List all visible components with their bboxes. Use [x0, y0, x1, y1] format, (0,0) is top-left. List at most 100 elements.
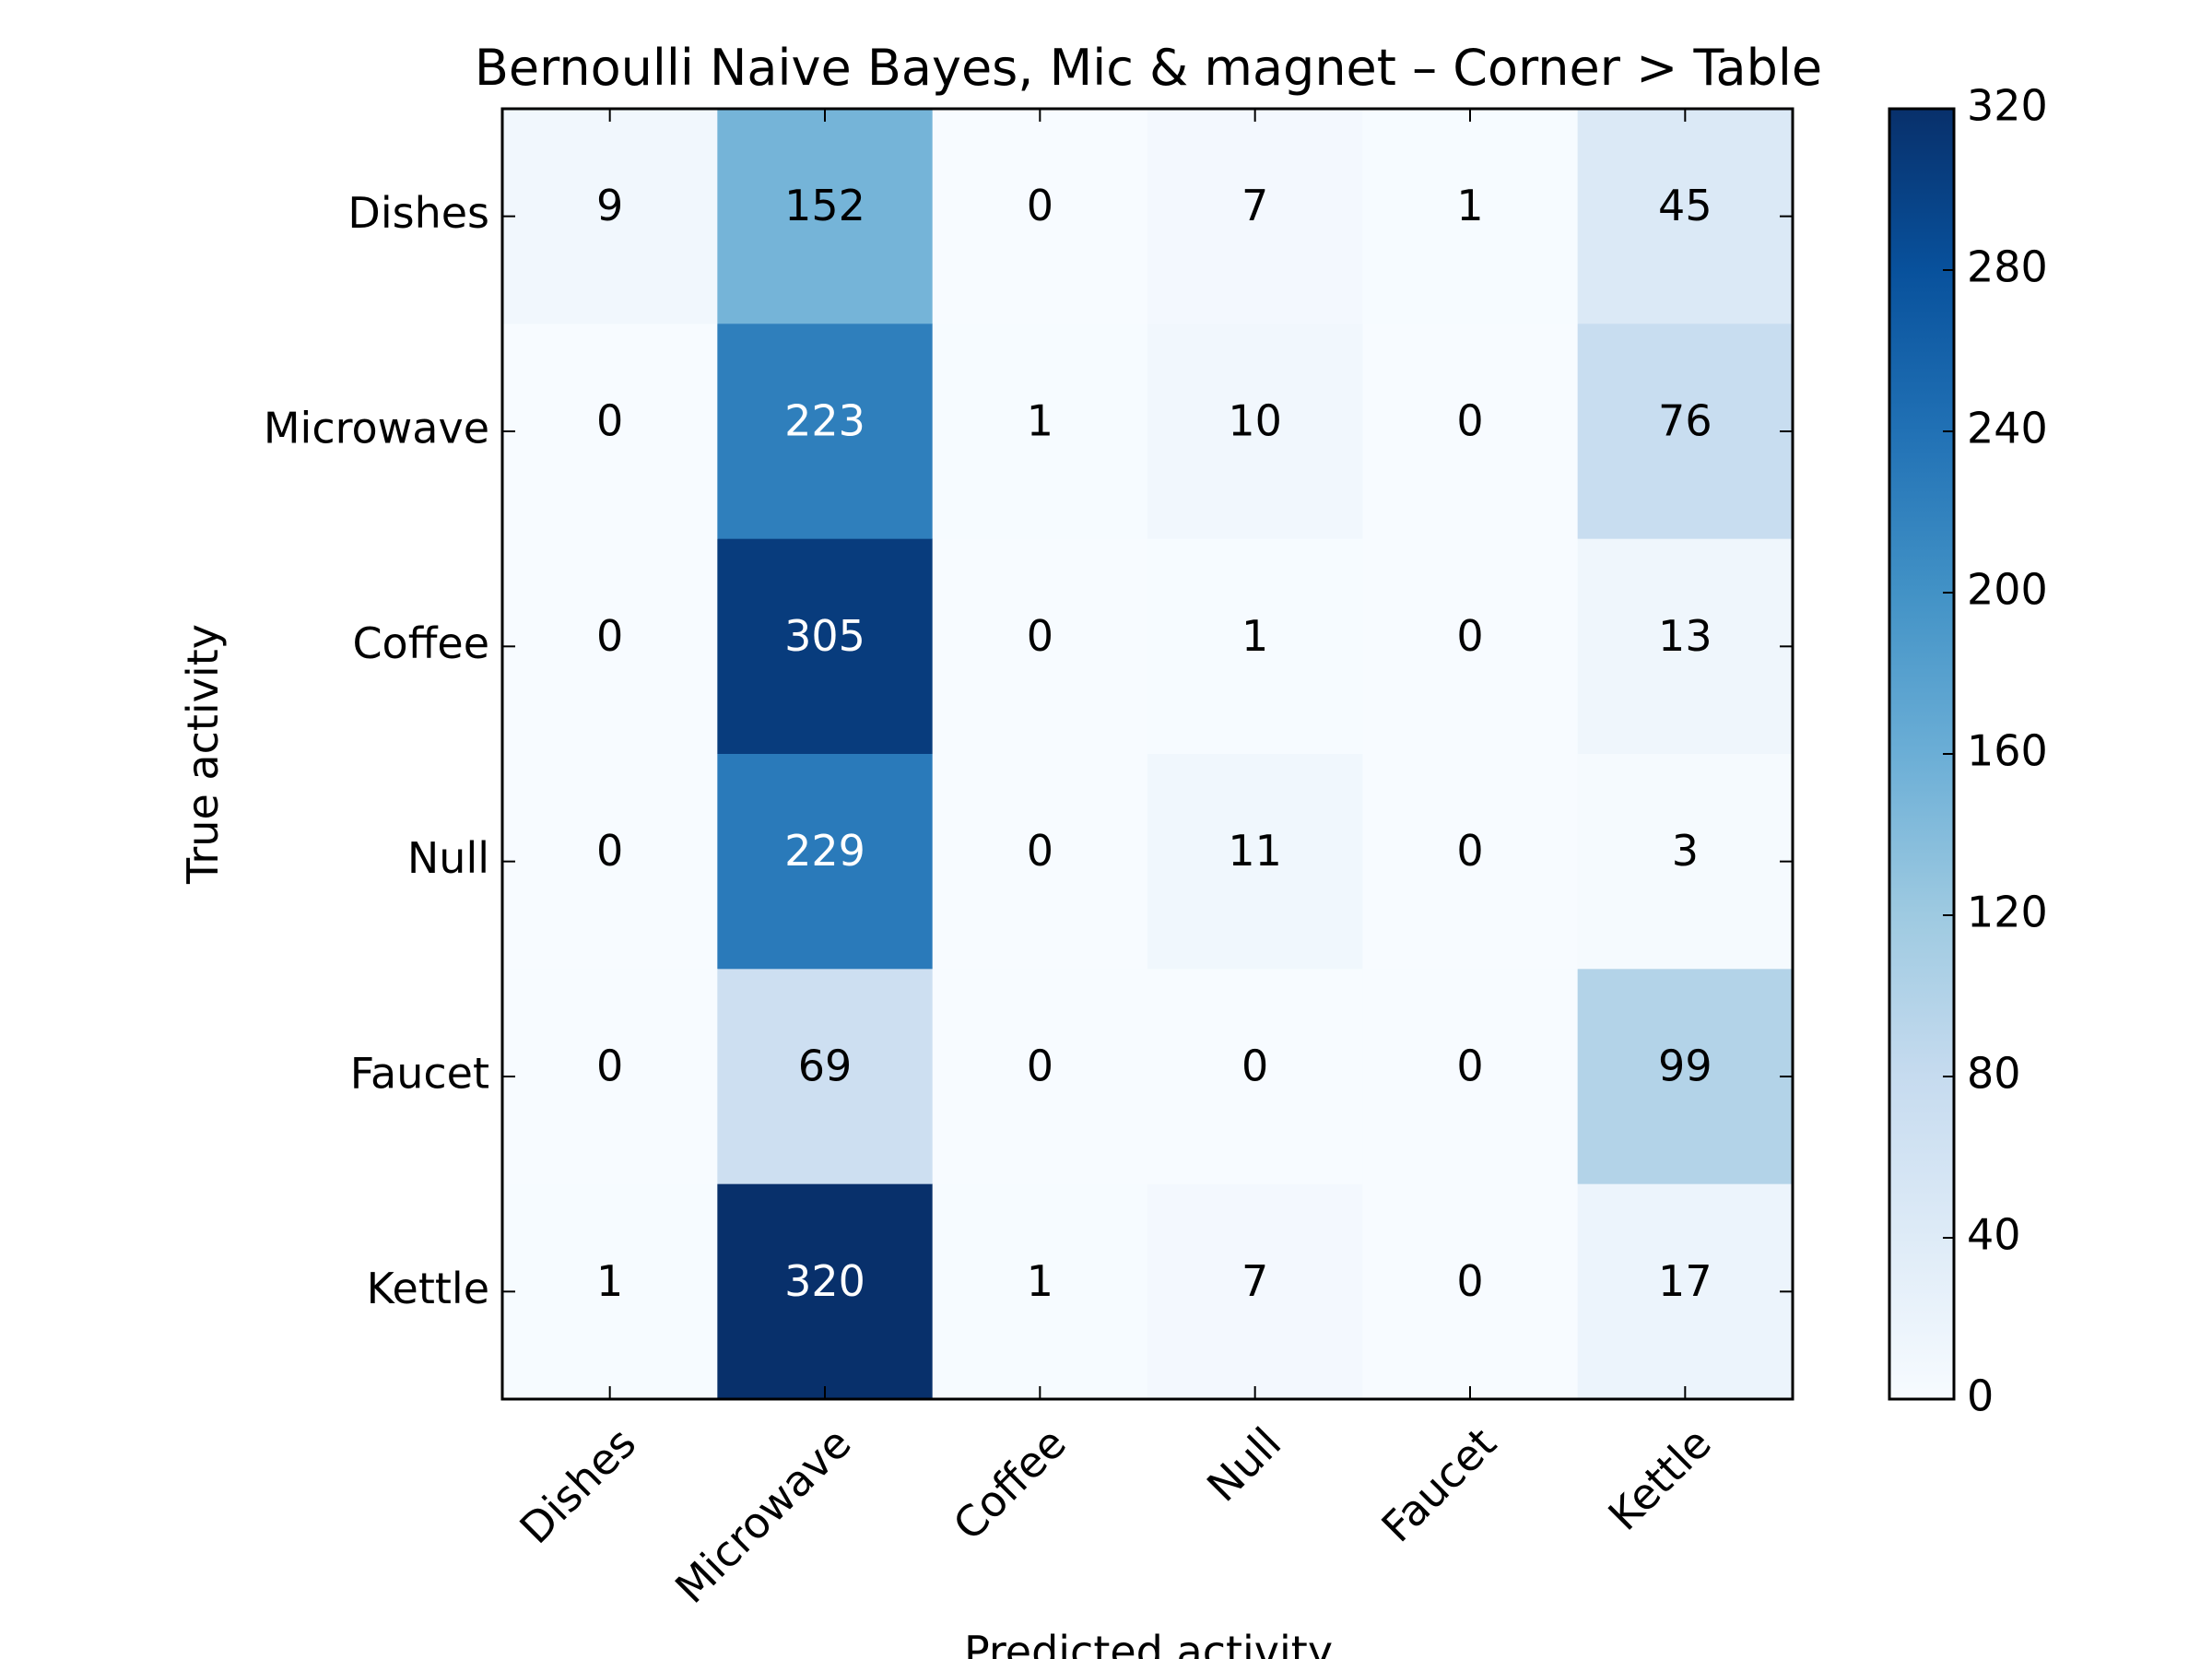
x-tick-label: Dishes: [510, 1418, 645, 1553]
heatmap-cell: [502, 538, 718, 755]
colorbar-tick-label: 80: [1967, 1049, 2021, 1099]
cell-value-label: 10: [1228, 396, 1282, 446]
chart-title: Bernoulli Naive Bayes, Mic & magnet – Co…: [475, 39, 1822, 97]
cell-value-label: 0: [1241, 1041, 1268, 1091]
heatmap-cell: [932, 109, 1148, 324]
cell-value-label: 0: [1456, 826, 1483, 876]
heatmap-cell: [1362, 754, 1579, 970]
heatmap-cell: [1577, 969, 1794, 1185]
x-tick-label: Coffee: [944, 1418, 1076, 1549]
heatmap-cell: [1147, 538, 1363, 755]
heatmap-cell: [1577, 109, 1794, 324]
cell-value-label: 69: [798, 1041, 853, 1091]
heatmap-cell: [932, 1183, 1148, 1400]
heatmap-cell: [502, 969, 718, 1185]
cell-value-label: 152: [784, 181, 865, 230]
cell-value-label: 1: [1241, 611, 1268, 661]
colorbar-tick-label: 240: [1967, 404, 2048, 453]
cell-value-label: 13: [1658, 611, 1712, 661]
cell-value-label: 0: [596, 611, 623, 661]
heatmap-cell: [1577, 754, 1794, 970]
cell-value-label: 11: [1228, 826, 1282, 876]
cell-value-label: 7: [1241, 181, 1268, 230]
cell-value-label: 1: [1027, 1256, 1053, 1306]
heatmap-cell: [1577, 324, 1794, 540]
cell-value-label: 0: [1456, 611, 1483, 661]
heatmap-cell: [1147, 969, 1363, 1185]
heatmap-cell: [932, 969, 1148, 1185]
y-tick-label: Kettle: [367, 1264, 489, 1313]
y-tick-label: Coffee: [352, 618, 489, 668]
colorbar-tick-label: 40: [1967, 1210, 2021, 1260]
heatmap-cell: [932, 324, 1148, 540]
colorbar-tick-label: 200: [1967, 565, 2048, 615]
cell-value-label: 320: [784, 1256, 865, 1306]
x-tick-label: Kettle: [1598, 1418, 1720, 1539]
colorbar-tick-label: 280: [1967, 242, 2048, 292]
heatmap-cell: [717, 969, 934, 1185]
cell-value-label: 1: [1027, 396, 1053, 446]
heatmap-cell: [502, 754, 718, 970]
colorbar-tick-label: 0: [1967, 1371, 1994, 1421]
cell-value-label: 0: [596, 396, 623, 446]
cell-value-label: 0: [1456, 1041, 1483, 1091]
y-tick-label: Null: [407, 833, 489, 883]
heatmap-cell: [502, 324, 718, 540]
heatmap-cell: [1362, 969, 1579, 1185]
cell-value-label: 7: [1241, 1256, 1268, 1306]
cell-value-label: 0: [1456, 396, 1483, 446]
heatmap-cell: [717, 754, 934, 970]
cell-value-label: 45: [1658, 181, 1712, 230]
heatmap-cell: [717, 1183, 934, 1400]
heatmap-cell: [1362, 538, 1579, 755]
heatmap-cell: [1577, 538, 1794, 755]
colorbar-tick-label: 320: [1967, 81, 2048, 131]
cell-value-label: 0: [1027, 826, 1053, 876]
heatmap-cell: [717, 109, 934, 324]
heatmap-cell-labels: 9 152 0 7 1 450 223 1 10 0 760 305 0 1 0 130 229 0 11 0 30 69…: [596, 181, 1712, 1306]
y-tick-label: Faucet: [350, 1049, 489, 1099]
cell-value-label: 1: [596, 1256, 623, 1306]
y-axis-label: True activity: [178, 624, 228, 885]
heatmap-cell: [1147, 109, 1363, 324]
heatmap-cells: [502, 109, 1794, 1400]
heatmap-cell: [932, 754, 1148, 970]
heatmap-cell: [502, 109, 718, 324]
x-tick-label: Null: [1197, 1418, 1290, 1511]
x-tick-label: Microwave: [665, 1418, 861, 1613]
cell-value-label: 0: [596, 1041, 623, 1091]
cell-value-label: 9: [596, 181, 623, 230]
cell-value-label: 0: [1027, 181, 1053, 230]
cell-value-label: 17: [1658, 1256, 1712, 1306]
cell-value-label: 0: [1027, 611, 1053, 661]
cell-value-label: 305: [784, 611, 865, 661]
cell-value-label: 0: [596, 826, 623, 876]
axis-ticks: [502, 109, 1793, 1399]
cell-value-label: 0: [1456, 1256, 1483, 1306]
colorbar-ticks: 0 40 80 120 160 200 240 280 320: [1943, 81, 2048, 1421]
heatmap-cell: [1362, 1183, 1579, 1400]
cell-value-label: 0: [1027, 1041, 1053, 1091]
cell-value-label: 76: [1658, 396, 1712, 446]
heatmap-cell: [1577, 1183, 1794, 1400]
heatmap-cell: [502, 1183, 718, 1400]
heatmap-cell: [717, 538, 934, 755]
heatmap-cell: [932, 538, 1148, 755]
cell-value-label: 229: [784, 826, 865, 876]
cell-value-label: 3: [1672, 826, 1699, 876]
cell-value-label: 1: [1456, 181, 1483, 230]
y-tick-label: Microwave: [264, 404, 489, 453]
heatmap-cell: [1147, 324, 1363, 540]
y-tick-labels: Dishes Microwave Coffee Null Faucet Kettle: [264, 188, 489, 1313]
x-tick-labels: Dishes Microwave Coffee Null Faucet Kettle: [510, 1418, 1720, 1613]
heatmap-cell: [1147, 754, 1363, 970]
y-tick-label: Dishes: [347, 188, 489, 238]
colorbar-tick-label: 120: [1967, 888, 2048, 937]
heatmap-cell: [1362, 109, 1579, 324]
colorbar-tick-label: 160: [1967, 726, 2048, 776]
cell-value-label: 223: [784, 396, 865, 446]
heatmap-cell: [1362, 324, 1579, 540]
plot-frame: [500, 107, 1794, 1401]
x-axis-label: Predicted activity: [964, 1627, 1333, 1659]
